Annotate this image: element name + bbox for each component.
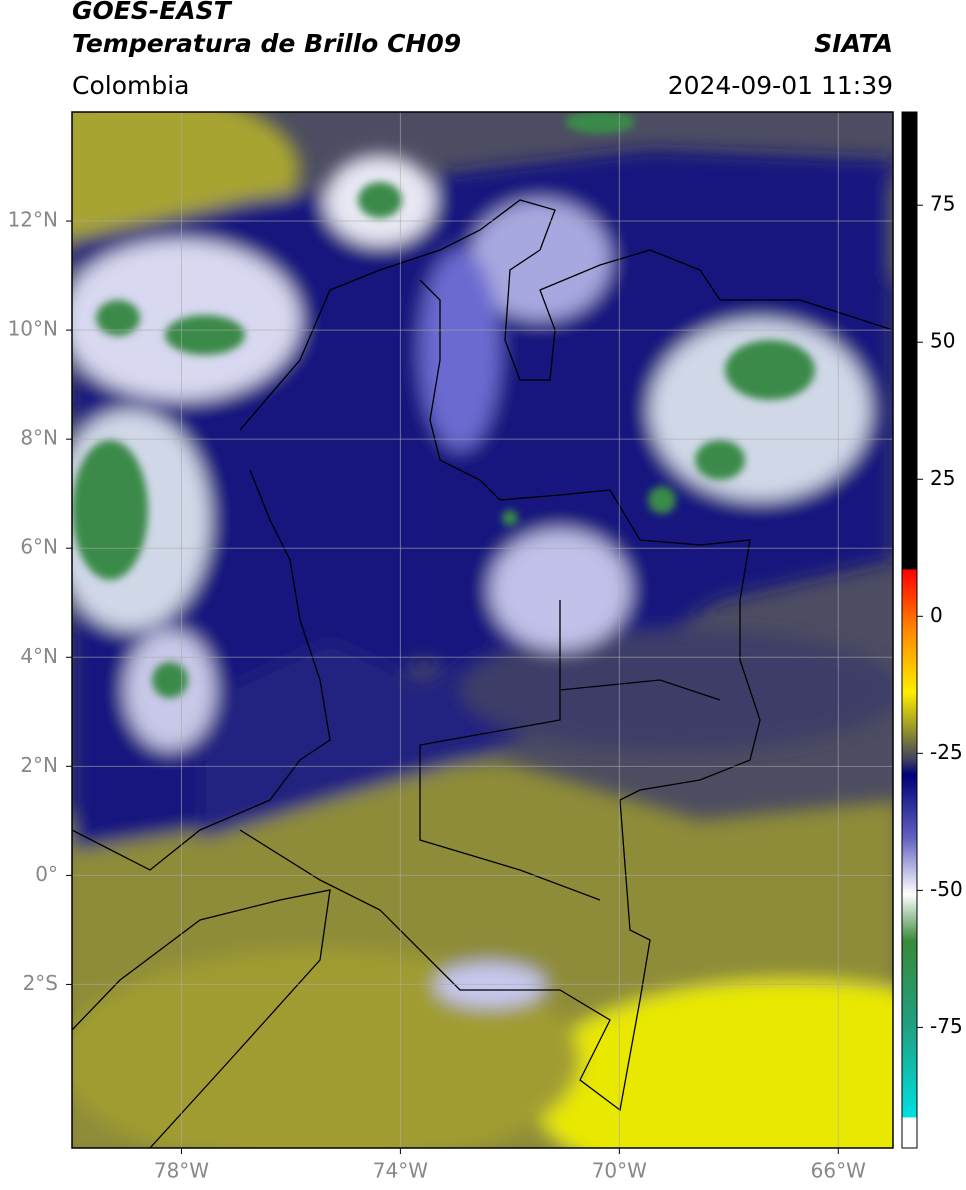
title-line2: Temperatura de Brillo CH09 — [72, 29, 461, 58]
lon-tick-label: 78°W — [154, 1159, 209, 1183]
colorbar-tick-label: 0 — [930, 603, 943, 627]
lat-tick-label: 6°N — [20, 535, 58, 559]
colorbar-tick-label: -50 — [930, 877, 963, 901]
brand: SIATA — [814, 29, 893, 58]
lat-tick-label: 2°S — [23, 971, 58, 995]
lat-tick-label: 2°N — [20, 753, 58, 777]
title-line1: GOES-EAST — [72, 0, 233, 25]
timestamp: 2024-09-01 11:39 — [668, 71, 893, 100]
colorbar-tick-label: 25 — [930, 466, 955, 490]
colorbar-tick-label: 75 — [930, 192, 955, 216]
lon-tick-label: 66°W — [811, 1159, 866, 1183]
colorbar-tick-label: -75 — [930, 1014, 963, 1038]
region: Colombia — [72, 71, 189, 100]
lat-tick-label: 0° — [35, 862, 58, 886]
map-frame — [71, 111, 894, 1149]
satellite-image — [72, 112, 893, 1148]
colorbar — [901, 111, 918, 1149]
colorbar-tick-label: 50 — [930, 329, 955, 353]
lon-tick-label: 70°W — [592, 1159, 647, 1183]
lat-tick-label: 8°N — [20, 426, 58, 450]
lat-tick-label: 4°N — [20, 644, 58, 668]
lon-tick-label: 74°W — [373, 1159, 428, 1183]
lat-tick-label: 10°N — [8, 317, 58, 341]
lat-tick-label: 12°N — [8, 208, 58, 232]
colorbar-tick-label: -25 — [930, 740, 963, 764]
